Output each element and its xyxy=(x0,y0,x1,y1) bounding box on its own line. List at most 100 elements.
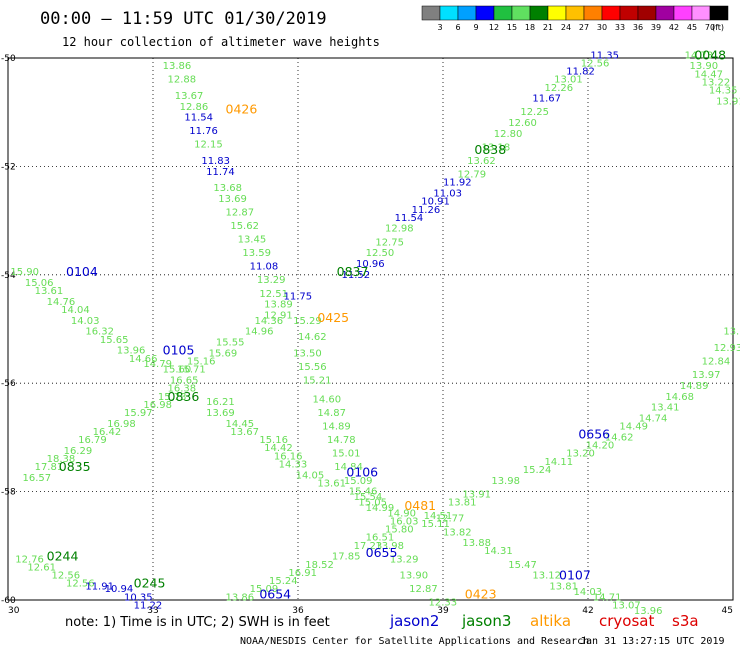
swh-value: 12.84 xyxy=(702,357,731,368)
swh-value: 15.62 xyxy=(230,221,259,232)
swh-value: 12.88 xyxy=(168,75,197,86)
swh-value: 15.24 xyxy=(269,576,298,587)
plot-frame xyxy=(7,57,734,601)
legend-jason3: jason3 xyxy=(461,612,511,630)
swh-value: 11.35 xyxy=(590,50,619,61)
x-tick-label: 45 xyxy=(722,606,733,616)
pass-label: 0104 xyxy=(66,264,98,279)
swh-value: 16.21 xyxy=(206,397,235,408)
swh-value: 14.47 xyxy=(694,69,723,80)
swh-value: 15.47 xyxy=(508,560,537,571)
swh-value: 15.16 xyxy=(187,357,216,368)
pass-label: 0423 xyxy=(465,587,497,602)
swh-value: 16.29 xyxy=(64,446,93,457)
swh-value: 13.45 xyxy=(238,235,267,246)
pass-label: 0106 xyxy=(346,465,378,480)
swh-value: 14.87 xyxy=(317,408,346,419)
swh-value: 12.98 xyxy=(385,224,414,235)
swh-value: 14.33 xyxy=(279,460,308,471)
swh-value: 13.81 xyxy=(549,581,578,592)
swh-value: 14.20 xyxy=(586,441,615,452)
colorbar-unit: (ft) xyxy=(712,23,724,32)
colorbar-label: 9 xyxy=(473,23,478,32)
swh-value: 18.38 xyxy=(47,454,76,465)
swh-value: 13.61 xyxy=(317,478,346,489)
chart-title: 00:00 – 11:59 UTC 01/30/2019 xyxy=(40,9,327,29)
swh-value: 12.56 xyxy=(66,579,95,590)
swh-value: 15.01 xyxy=(332,449,361,460)
swh-value: 13.86 xyxy=(226,592,255,603)
swh-value: 14.42 xyxy=(264,443,293,454)
swh-value: 14.31 xyxy=(484,546,513,557)
swh-value: 13.63 xyxy=(723,327,740,338)
colorbar-label: 42 xyxy=(669,23,679,32)
swh-value: 10.96 xyxy=(356,259,385,270)
colorbar-cell xyxy=(565,5,585,21)
swh-value: 15.65 xyxy=(100,335,129,346)
swh-value: 14.04 xyxy=(61,305,90,316)
swh-value: 14.99 xyxy=(366,503,395,514)
colorbar-cell xyxy=(619,5,639,21)
swh-value: 17.81 xyxy=(35,462,64,473)
swh-value: 15.46 xyxy=(349,487,378,498)
swh-value: 14.79 xyxy=(143,359,172,370)
swh-value: 11.83 xyxy=(201,156,230,167)
colorbar-cell xyxy=(529,5,549,21)
colorbar-label: 12 xyxy=(489,23,499,32)
swh-value: 11.74 xyxy=(206,167,235,178)
chart-subtitle: 12 hour collection of altimeter wave hei… xyxy=(62,35,380,49)
swh-value: 15.56 xyxy=(298,362,327,373)
colorbar-label: 39 xyxy=(651,23,661,32)
swh-value: 18.52 xyxy=(305,560,334,571)
swh-value: 12.77 xyxy=(436,514,465,525)
swh-value: 12.50 xyxy=(366,248,395,259)
swh-value: 16.38 xyxy=(168,384,197,395)
swh-value: 12.33 xyxy=(429,598,458,609)
swh-value: 13.41 xyxy=(651,403,680,414)
colorbar-cell xyxy=(475,5,495,21)
colorbar-cell xyxy=(583,5,603,21)
swh-value: 15.29 xyxy=(293,316,322,327)
pass-label: 0245 xyxy=(134,576,166,591)
y-tick-label: -60 xyxy=(1,596,16,606)
swh-value: 13.97 xyxy=(692,370,721,381)
swh-value: 14.66 xyxy=(129,354,158,365)
swh-value: 14.89 xyxy=(322,422,351,433)
legend-s3a: s3a xyxy=(672,612,699,630)
swh-value: 13.81 xyxy=(448,497,477,508)
swh-value: 14.36 xyxy=(255,316,284,327)
swh-value: 12.75 xyxy=(375,237,404,248)
colorbar-label: 6 xyxy=(455,23,460,32)
swh-value: 13.29 xyxy=(257,275,286,286)
swh-value: 17.85 xyxy=(332,552,361,563)
swh-value: 10.35 xyxy=(124,592,153,603)
swh-value: 17.23 xyxy=(354,541,383,552)
swh-value: 14.76 xyxy=(47,297,76,308)
swh-value: 12.79 xyxy=(458,170,487,181)
swh-value: 11.54 xyxy=(184,113,213,124)
satellite-legend: jason2 jason3 altika cryosat s3a xyxy=(389,612,699,630)
swh-value: 13.68 xyxy=(213,183,242,194)
swh-value: 14.51 xyxy=(424,511,453,522)
footer-note: note: 1) Time is in UTC; 2) SWH is in fe… xyxy=(65,615,330,630)
swh-value: 11.08 xyxy=(250,262,279,273)
pass-label: 0425 xyxy=(317,310,349,325)
colorbar-cell xyxy=(547,5,567,21)
legend-altika: altika xyxy=(530,612,571,630)
swh-value: 13.69 xyxy=(206,408,235,419)
pass-label: 0656 xyxy=(578,427,610,442)
swh-value: 13.98 xyxy=(491,476,520,487)
swh-value: 16.51 xyxy=(366,533,395,544)
swh-value: 13.90 xyxy=(400,571,429,582)
swh-value: 14.03 xyxy=(574,587,603,598)
colorbar-label: 70 xyxy=(705,23,715,32)
swh-value: 11.76 xyxy=(189,126,218,137)
swh-value: 12.56 xyxy=(52,571,81,582)
swh-value: 12.26 xyxy=(545,83,574,94)
swh-value: 13.91 xyxy=(716,96,740,107)
swh-value: 13.91 xyxy=(462,489,491,500)
swh-value: 15.97 xyxy=(124,408,153,419)
colorbar-cell xyxy=(637,5,657,21)
swh-value: 12.76 xyxy=(15,554,44,565)
